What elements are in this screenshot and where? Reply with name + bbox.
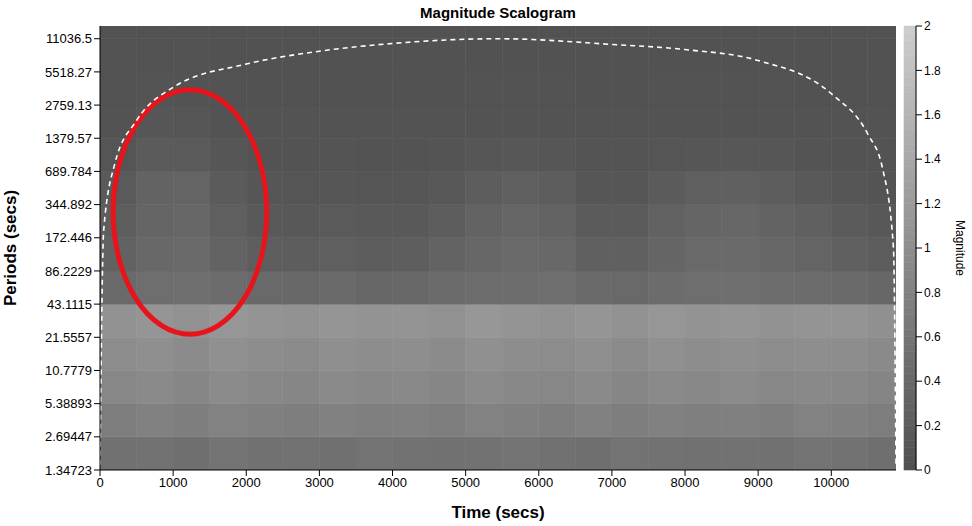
svg-text:2.69447: 2.69447 xyxy=(45,429,92,444)
svg-text:0: 0 xyxy=(96,475,103,490)
svg-text:689.784: 689.784 xyxy=(45,164,92,179)
svg-text:1.6: 1.6 xyxy=(924,108,941,122)
svg-text:7000: 7000 xyxy=(597,475,626,490)
svg-text:1.2: 1.2 xyxy=(924,197,941,211)
svg-text:43.1115: 43.1115 xyxy=(47,297,92,312)
svg-text:2000: 2000 xyxy=(232,475,261,490)
svg-text:10000: 10000 xyxy=(813,475,849,490)
svg-text:86.2229: 86.2229 xyxy=(45,264,92,279)
svg-text:4000: 4000 xyxy=(378,475,407,490)
svg-text:0.8: 0.8 xyxy=(924,286,941,300)
svg-text:Time (secs): Time (secs) xyxy=(451,503,544,522)
svg-text:1: 1 xyxy=(924,241,931,255)
svg-text:Periods (secs): Periods (secs) xyxy=(1,190,20,306)
svg-text:21.5557: 21.5557 xyxy=(45,330,92,345)
svg-text:1000: 1000 xyxy=(159,475,188,490)
svg-text:11036.5: 11036.5 xyxy=(46,31,92,46)
svg-text:10.7779: 10.7779 xyxy=(45,363,92,378)
svg-text:2759.13: 2759.13 xyxy=(45,98,92,113)
svg-text:9000: 9000 xyxy=(744,475,773,490)
html-text:Magnitude Scalogram: Magnitude Scalogram xyxy=(420,4,576,21)
svg-text:5518.27: 5518.27 xyxy=(45,65,92,80)
svg-text:1.8: 1.8 xyxy=(924,64,941,78)
svg-text:5.38893: 5.38893 xyxy=(45,396,92,411)
svg-text:172.446: 172.446 xyxy=(45,230,92,245)
svg-text:0.2: 0.2 xyxy=(924,419,941,433)
svg-text:344.892: 344.892 xyxy=(45,197,92,212)
svg-text:5000: 5000 xyxy=(451,475,480,490)
svg-text:0: 0 xyxy=(924,463,931,477)
svg-text:1379.57: 1379.57 xyxy=(45,131,92,146)
svg-text:3000: 3000 xyxy=(305,475,334,490)
svg-text:0.4: 0.4 xyxy=(924,374,941,388)
svg-text:1.4: 1.4 xyxy=(924,152,941,166)
svg-text:2: 2 xyxy=(924,19,931,33)
svg-text:1.34723: 1.34723 xyxy=(45,463,92,478)
svg-text:8000: 8000 xyxy=(671,475,700,490)
svg-text:6000: 6000 xyxy=(524,475,553,490)
svg-text:Magnitude: Magnitude xyxy=(953,220,967,276)
svg-text:0.6: 0.6 xyxy=(924,330,941,344)
